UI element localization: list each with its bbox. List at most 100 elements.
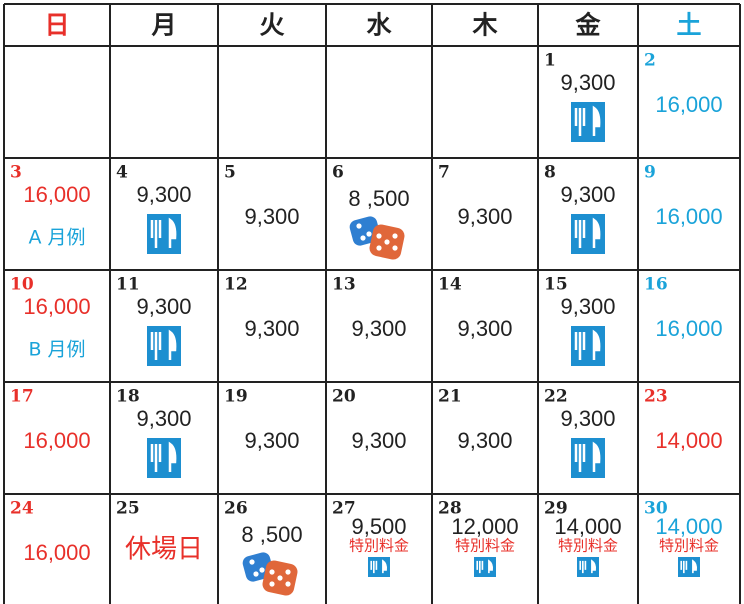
knife (591, 559, 597, 574)
price: 9,300 (457, 428, 512, 453)
weekday-header: 日 (44, 11, 69, 40)
day-number: 12 (224, 275, 248, 295)
day-number: 6 (332, 163, 344, 183)
price: 9,300 (244, 204, 299, 229)
fork (574, 444, 586, 472)
meal-icon (678, 557, 700, 577)
knife (592, 329, 601, 360)
price: 16,000 (23, 428, 90, 453)
fork (370, 560, 378, 574)
weekday-header: 水 (366, 11, 392, 40)
price: 8 ,500 (241, 522, 302, 547)
price: 9,300 (244, 428, 299, 453)
meal-icon (571, 438, 605, 478)
day-number: 15 (544, 275, 568, 295)
day-number: 7 (438, 163, 450, 183)
meal-icon (571, 214, 605, 254)
price: 16,000 (655, 92, 722, 117)
note: 特別料金 (558, 537, 618, 555)
price: 9,300 (560, 294, 615, 319)
weekday-header: 火 (259, 11, 284, 40)
pip (277, 575, 283, 581)
price: 16,000 (655, 204, 722, 229)
note: 特別料金 (659, 537, 719, 555)
price: 9,300 (457, 204, 512, 229)
day-number: 11 (116, 275, 140, 295)
pip (259, 567, 265, 573)
pip (269, 569, 275, 575)
knife (382, 559, 388, 574)
day-number: 17 (10, 387, 34, 407)
pip (376, 233, 382, 239)
fork (150, 444, 162, 472)
day-number: 16 (644, 275, 668, 295)
fork (574, 108, 586, 136)
day-number: 10 (10, 275, 34, 295)
fork (574, 332, 586, 360)
price: 16,000 (23, 540, 90, 565)
knife (488, 559, 494, 574)
meal-icon (577, 557, 599, 577)
day-number: 8 (544, 163, 556, 183)
knife (168, 329, 177, 360)
closed-label: 休場日 (125, 535, 203, 565)
day-number: 5 (224, 163, 236, 183)
fork (476, 560, 484, 574)
weekday-header: 月 (150, 11, 176, 40)
day-number: 14 (438, 275, 462, 295)
pip (392, 233, 398, 239)
day-number: 9 (644, 163, 656, 183)
price: 16,000 (23, 294, 90, 319)
price: 14,000 (655, 514, 722, 539)
meal-icon (147, 326, 181, 366)
day-number: 2 (644, 51, 656, 71)
day-number: 24 (10, 499, 34, 519)
knife (168, 441, 177, 472)
weekday-header: 木 (471, 11, 497, 40)
day-number: 3 (10, 163, 22, 183)
price: 9,300 (560, 182, 615, 207)
fork (680, 560, 688, 574)
day-number: 30 (644, 499, 668, 519)
pip (285, 581, 291, 587)
pip (285, 569, 291, 575)
price: 9,300 (136, 182, 191, 207)
price: 9,300 (244, 316, 299, 341)
day-number: 13 (332, 275, 356, 295)
fork (150, 332, 162, 360)
price: 9,300 (560, 406, 615, 431)
meal-icon (571, 102, 605, 142)
note: 特別料金 (349, 537, 409, 555)
meal-icon (474, 557, 496, 577)
weekday-header: 金 (574, 11, 601, 40)
day-number: 4 (116, 163, 128, 183)
dice-icon (242, 552, 298, 596)
price: 9,300 (136, 406, 191, 431)
note: 特別料金 (455, 537, 515, 555)
pip (366, 231, 372, 237)
price: 9,300 (560, 70, 615, 95)
price: 8 ,500 (348, 186, 409, 211)
meal-icon (571, 326, 605, 366)
meal-icon (368, 557, 390, 577)
pip (356, 223, 362, 229)
day-number: 23 (644, 387, 668, 407)
knife (592, 217, 601, 248)
note: B 月例 (28, 339, 85, 361)
day-number: 26 (224, 499, 248, 519)
day-number: 19 (224, 387, 248, 407)
day-number: 25 (116, 499, 140, 519)
pip (384, 239, 390, 245)
weekday-header: 土 (676, 11, 701, 40)
knife (592, 105, 601, 136)
price: 9,500 (351, 514, 406, 539)
pip (249, 559, 255, 565)
day-number: 1 (544, 51, 556, 71)
pip (269, 581, 275, 587)
day-number: 20 (332, 387, 356, 407)
knife (592, 441, 601, 472)
day-number: 29 (544, 499, 568, 519)
fork (574, 220, 586, 248)
price: 9,300 (136, 294, 191, 319)
